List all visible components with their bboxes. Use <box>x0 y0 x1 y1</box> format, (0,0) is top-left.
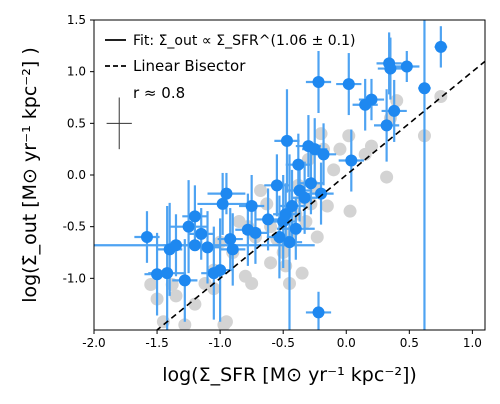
blue-point <box>216 197 229 210</box>
blue-point <box>280 134 293 147</box>
blue-point <box>195 227 208 240</box>
blue-point <box>226 243 239 256</box>
blue-point <box>365 93 378 106</box>
gray-point <box>314 127 328 141</box>
gray-point <box>333 142 347 156</box>
x-tick-label: -1.5 <box>145 336 168 350</box>
axis-labels: log(Σ_SFR [M⊙ yr⁻¹ kpc⁻²]) log(Σ̇_out [M⊙… <box>19 47 417 386</box>
blue-point <box>308 143 321 156</box>
gray-point <box>364 139 378 153</box>
blue-point <box>273 231 286 243</box>
blue-point <box>289 222 302 235</box>
bisector-line <box>155 60 485 330</box>
gray-point <box>299 215 313 228</box>
blue-point <box>214 264 227 277</box>
gray-point <box>380 170 394 184</box>
blue-point <box>279 208 292 221</box>
blue-point <box>262 213 275 226</box>
blue-point <box>161 267 174 280</box>
blue-point <box>315 187 328 200</box>
blue-point <box>304 177 317 190</box>
gray-point <box>178 318 192 330</box>
x-tick-label: -1.0 <box>208 336 231 350</box>
blue-point <box>384 62 397 75</box>
gray-point <box>260 197 274 211</box>
blue-point <box>188 210 201 223</box>
blue-points-layer <box>140 40 447 319</box>
blue-point <box>283 236 296 249</box>
blue-point <box>224 233 237 246</box>
x-tick-label: 0.0 <box>337 336 356 350</box>
blue-point <box>380 119 393 132</box>
x-tick-label: -2.0 <box>82 336 105 350</box>
y-tick-label: 0.0 <box>67 168 86 182</box>
blue-point <box>182 220 195 233</box>
y-tick-label: -0.5 <box>63 220 86 234</box>
blue-point <box>298 191 311 204</box>
fit-lines-layer <box>106 60 485 330</box>
axes-layer: -2.0 -1.5 -1.0 -0.5 0.0 0.5 1.0 -1.0 -0.5 0.0 0.5 1… <box>63 13 486 350</box>
blue-point <box>388 104 401 117</box>
gray-point <box>169 289 183 303</box>
gray-point <box>245 277 259 290</box>
gray-point <box>390 94 404 108</box>
x-axis-label: log(Σ_SFR [M⊙ yr⁻¹ kpc⁻²]) <box>162 364 417 386</box>
x-tick-label: 1.0 <box>463 336 482 350</box>
blue-point <box>270 179 283 192</box>
gray-point <box>310 230 324 244</box>
legend-bisector-label: Linear Bisector <box>133 57 246 75</box>
blue-point <box>292 158 305 171</box>
x-tick-label: 0.5 <box>400 336 419 350</box>
correlation-label: r ≈ 0.8 <box>133 84 185 102</box>
gray-point <box>144 278 158 292</box>
blue-point <box>140 231 153 243</box>
y-tick-label: -1.0 <box>63 271 86 285</box>
blue-point <box>317 148 330 161</box>
blue-point <box>434 40 447 53</box>
legend-fit-label: Fit: Σ̇_out ∝ Σ_SFR^(1.06 ± 0.1) <box>133 33 356 49</box>
gray-point <box>253 184 267 197</box>
blue-point <box>220 187 233 200</box>
blue-point <box>151 268 164 281</box>
blue-point <box>400 60 413 73</box>
blue-point <box>312 306 325 319</box>
blue-point <box>178 274 191 287</box>
blue-point <box>345 154 358 167</box>
blue-point <box>169 239 182 252</box>
legend: Fit: Σ̇_out ∝ Σ_SFR^(1.06 ± 0.1) Linear B… <box>105 33 356 102</box>
blue-point <box>249 226 262 239</box>
blue-point <box>418 82 431 95</box>
blue-point <box>342 78 355 91</box>
gray-point <box>327 163 341 177</box>
blue-point <box>245 200 258 212</box>
gray-point <box>343 204 357 218</box>
x-tick-label: -0.5 <box>271 336 294 350</box>
y-tick-label: 1.0 <box>67 65 86 79</box>
blue-point <box>286 200 299 212</box>
y-tick-label: 1.5 <box>67 13 86 27</box>
y-tick-label: 0.5 <box>67 116 86 130</box>
blue-point <box>188 239 201 252</box>
blue-point <box>312 76 325 88</box>
y-axis-label: log(Σ̇_out [M⊙ yr⁻¹ kpc⁻²] ) <box>19 47 41 303</box>
gray-point <box>295 266 309 280</box>
blue-point <box>201 241 214 254</box>
gray-point <box>342 129 356 143</box>
gray-point <box>320 199 334 213</box>
gray-point <box>188 297 202 311</box>
gray-point <box>264 256 278 270</box>
